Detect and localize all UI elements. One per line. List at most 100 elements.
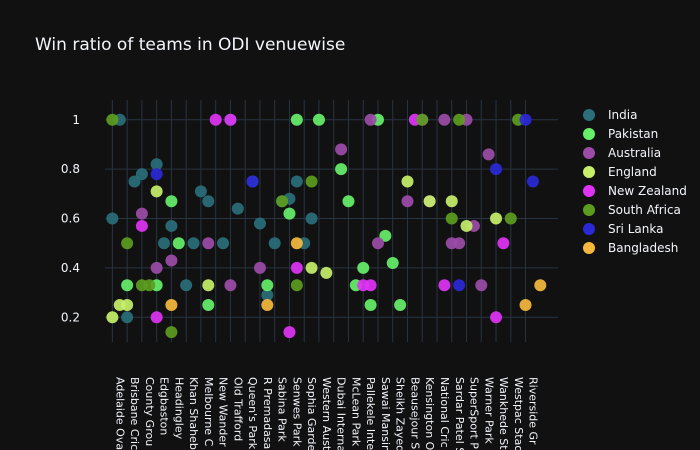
data-point[interactable]	[290, 175, 303, 188]
data-point[interactable]	[460, 219, 473, 232]
legend-label[interactable]: South Africa	[608, 203, 681, 217]
data-point[interactable]	[445, 212, 458, 225]
legend-label[interactable]: Pakistan	[608, 127, 658, 141]
data-point[interactable]	[305, 261, 318, 274]
legend-marker[interactable]	[583, 242, 595, 254]
data-point[interactable]	[290, 261, 303, 274]
data-point[interactable]	[453, 279, 466, 292]
data-point[interactable]	[261, 279, 274, 292]
data-point[interactable]	[475, 279, 488, 292]
data-point[interactable]	[217, 237, 230, 250]
data-point[interactable]	[445, 195, 458, 208]
data-point[interactable]	[150, 158, 163, 171]
data-point[interactable]	[165, 254, 178, 267]
data-point[interactable]	[490, 163, 503, 176]
legend-marker[interactable]	[583, 166, 595, 178]
data-point[interactable]	[342, 195, 355, 208]
data-point[interactable]	[143, 279, 156, 292]
data-point[interactable]	[482, 148, 495, 161]
data-point[interactable]	[209, 113, 222, 126]
data-point[interactable]	[268, 237, 281, 250]
legend-label[interactable]: Bangladesh	[608, 241, 678, 255]
data-point[interactable]	[453, 237, 466, 250]
data-point[interactable]	[312, 113, 325, 126]
data-point[interactable]	[290, 237, 303, 250]
data-point[interactable]	[165, 326, 178, 339]
data-point[interactable]	[490, 311, 503, 324]
data-point[interactable]	[224, 113, 237, 126]
legend-marker[interactable]	[583, 185, 595, 197]
legend-label[interactable]: Australia	[608, 146, 661, 160]
legend-marker[interactable]	[583, 204, 595, 216]
data-point[interactable]	[187, 237, 200, 250]
data-point[interactable]	[401, 175, 414, 188]
data-point[interactable]	[364, 298, 377, 311]
data-point[interactable]	[283, 207, 296, 220]
data-point[interactable]	[364, 279, 377, 292]
data-point[interactable]	[394, 298, 407, 311]
data-point[interactable]	[158, 237, 171, 250]
data-point[interactable]	[357, 261, 370, 274]
data-point[interactable]	[106, 212, 119, 225]
data-point[interactable]	[335, 143, 348, 156]
data-point[interactable]	[128, 175, 141, 188]
data-point[interactable]	[305, 212, 318, 225]
data-point[interactable]	[165, 219, 178, 232]
data-point[interactable]	[165, 195, 178, 208]
data-point[interactable]	[276, 195, 289, 208]
data-point[interactable]	[305, 175, 318, 188]
data-point[interactable]	[246, 175, 259, 188]
data-point[interactable]	[150, 311, 163, 324]
data-point[interactable]	[519, 298, 532, 311]
data-point[interactable]	[379, 229, 392, 242]
data-point[interactable]	[194, 185, 207, 198]
data-point[interactable]	[106, 311, 119, 324]
data-point[interactable]	[497, 237, 510, 250]
data-point[interactable]	[526, 175, 539, 188]
data-point[interactable]	[202, 298, 215, 311]
data-point[interactable]	[172, 237, 185, 250]
data-point[interactable]	[534, 279, 547, 292]
data-point[interactable]	[106, 113, 119, 126]
data-point[interactable]	[121, 311, 134, 324]
data-point[interactable]	[438, 113, 451, 126]
data-point[interactable]	[121, 237, 134, 250]
data-point[interactable]	[401, 195, 414, 208]
data-point[interactable]	[165, 298, 178, 311]
data-point[interactable]	[231, 202, 244, 215]
data-point[interactable]	[121, 279, 134, 292]
data-point[interactable]	[121, 298, 134, 311]
data-point[interactable]	[423, 195, 436, 208]
data-point[interactable]	[504, 212, 517, 225]
legend-marker[interactable]	[583, 223, 595, 235]
data-point[interactable]	[371, 237, 384, 250]
data-point[interactable]	[453, 113, 466, 126]
data-point[interactable]	[202, 237, 215, 250]
data-point[interactable]	[490, 212, 503, 225]
data-point[interactable]	[335, 163, 348, 176]
data-point[interactable]	[150, 261, 163, 274]
data-point[interactable]	[224, 279, 237, 292]
data-point[interactable]	[261, 289, 274, 302]
legend[interactable]: India Pakistan Australia England New Zealand…	[583, 108, 687, 255]
data-point[interactable]	[290, 279, 303, 292]
legend-marker[interactable]	[583, 109, 595, 121]
data-point[interactable]	[253, 217, 266, 230]
data-point[interactable]	[253, 261, 266, 274]
data-point[interactable]	[150, 168, 163, 181]
data-point[interactable]	[150, 185, 163, 198]
data-point[interactable]	[283, 326, 296, 339]
data-point[interactable]	[386, 256, 399, 269]
data-point[interactable]	[416, 113, 429, 126]
data-point[interactable]	[320, 266, 333, 279]
data-point[interactable]	[135, 219, 148, 232]
data-point[interactable]	[364, 113, 377, 126]
legend-marker[interactable]	[583, 147, 595, 159]
data-point[interactable]	[261, 298, 274, 311]
legend-label[interactable]: India	[608, 108, 637, 122]
data-point[interactable]	[135, 207, 148, 220]
data-point[interactable]	[202, 279, 215, 292]
legend-marker[interactable]	[583, 128, 595, 140]
legend-label[interactable]: New Zealand	[608, 184, 687, 198]
data-point[interactable]	[180, 279, 193, 292]
